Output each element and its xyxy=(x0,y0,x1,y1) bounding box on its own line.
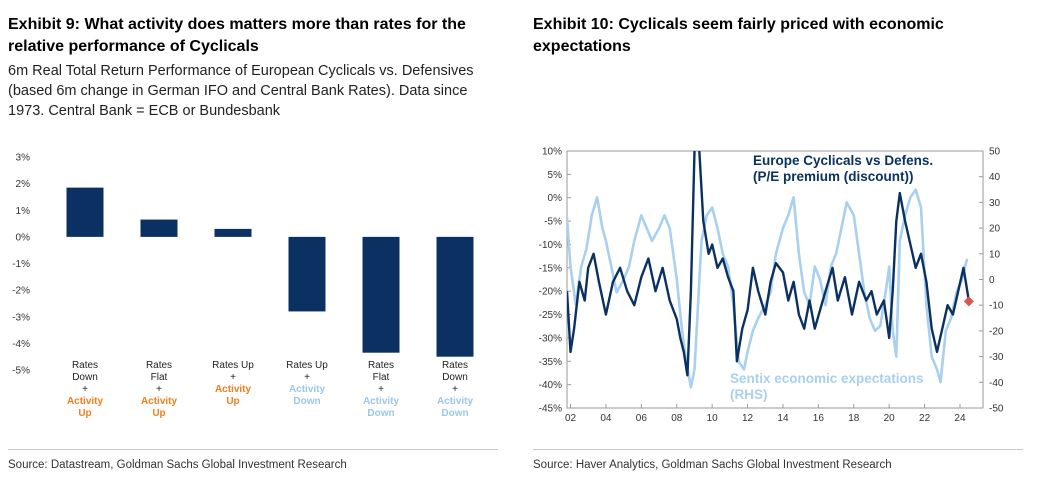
bar-category-rates-label: Flat xyxy=(151,372,168,383)
line-plot-frame xyxy=(566,150,984,409)
cyclicals-series-label: Europe Cyclicals vs Defens. xyxy=(753,153,933,168)
bar xyxy=(214,228,252,237)
bar-category-rates-label: Flat xyxy=(373,372,390,383)
right-axis-tick-label: 20 xyxy=(989,224,1001,235)
bar xyxy=(288,236,326,312)
bar-category-rates-label: Rates xyxy=(368,360,394,371)
bar-y-tick-label: 2% xyxy=(16,179,31,190)
x-axis-tick-label: 22 xyxy=(919,413,931,424)
exhibit-9-bar-chart: 3%2%1%0%-1%-2%-3%-4%-5% RatesDown+Activit… xyxy=(12,153,474,419)
sentix-series-sublabel: (RHS) xyxy=(730,387,768,402)
left-axis-tick-label: -5% xyxy=(544,217,562,228)
bar-category-rates-label: + xyxy=(304,372,310,383)
bar xyxy=(66,187,104,237)
bar-category-rates-label: Rates Up xyxy=(286,360,328,371)
bar-category-activity-label: Up xyxy=(152,408,165,419)
bar-category-activity-label: Down xyxy=(293,396,320,407)
bar-category-rates-label: + xyxy=(156,384,162,395)
left-axis-tick-label: 10% xyxy=(542,147,562,158)
bar-category-rates-label: + xyxy=(82,384,88,395)
x-axis-tick-label: 20 xyxy=(884,413,896,424)
right-axis-tick-label: 10 xyxy=(989,249,1001,260)
exhibit-10-divider xyxy=(533,449,1023,450)
exhibit-10-panel: Exhibit 10: Cyclicals seem fairly priced… xyxy=(530,0,1039,490)
x-axis-tick-label: 12 xyxy=(742,413,754,424)
bar-y-tick-label: -3% xyxy=(12,312,30,323)
left-axis-tick-label: -45% xyxy=(539,404,562,415)
bar-category-rates-label: Down xyxy=(442,372,468,383)
bar-category-activity-label: Activity xyxy=(437,396,474,407)
cyclicals-series-sublabel: (P/E premium (discount)) xyxy=(753,169,914,184)
left-axis-tick-label: -25% xyxy=(539,310,562,321)
bar-category-rates-label: Down xyxy=(72,372,98,383)
bar-y-tick-label: -4% xyxy=(12,339,30,350)
left-axis-tick-label: 0% xyxy=(548,193,563,204)
bar-category-activity-label: Down xyxy=(441,408,468,419)
bar xyxy=(436,236,474,357)
x-axis-tick-label: 24 xyxy=(954,413,966,424)
bar-category-rates-label: + xyxy=(230,372,236,383)
exhibit-10-title: Exhibit 10: Cyclicals seem fairly priced… xyxy=(533,16,944,55)
right-axis-tick-label: -10 xyxy=(989,301,1004,312)
bar xyxy=(362,236,400,353)
bar-category-activity-label: Activity xyxy=(67,396,104,407)
exhibit-9-title: Exhibit 9: What activity does matters mo… xyxy=(8,16,466,55)
x-axis-tick-label: 14 xyxy=(777,413,789,424)
x-axis-tick-label: 06 xyxy=(636,413,648,424)
exhibit-10-source: Source: Haver Analytics, Goldman Sachs G… xyxy=(533,459,892,471)
right-axis-tick-label: 0 xyxy=(989,275,995,286)
left-axis-tick-label: -20% xyxy=(539,287,562,298)
x-axis-tick-label: 02 xyxy=(565,413,577,424)
bar-y-tick-label: 3% xyxy=(16,153,31,164)
bar-category-rates-label: + xyxy=(452,384,458,395)
bar-category-rates-label: Rates Up xyxy=(212,360,254,371)
left-axis-tick-label: -15% xyxy=(539,263,562,274)
x-axis-tick-label: 04 xyxy=(600,413,612,424)
exhibit-9-panel: Exhibit 9: What activity does matters mo… xyxy=(0,0,510,490)
bar-category-activity-label: Activity xyxy=(289,384,326,395)
left-axis-tick-label: -10% xyxy=(539,240,562,251)
exhibit-9-divider xyxy=(8,449,498,450)
cyclicals-pe-premium-line xyxy=(567,151,970,377)
exhibit-9-source: Source: Datastream, Goldman Sachs Global… xyxy=(8,459,347,471)
left-axis-tick-label: -40% xyxy=(539,380,562,391)
bar xyxy=(140,219,178,237)
exhibit-9-subtitle: 6m Real Total Return Performance of Euro… xyxy=(8,63,474,119)
latest-value-marker xyxy=(963,296,974,307)
bar-category-activity-label: Activity xyxy=(363,396,400,407)
bar-category-activity-label: Down xyxy=(367,408,394,419)
x-axis-tick-label: 08 xyxy=(671,413,683,424)
bar-category-rates-label: Rates xyxy=(442,360,468,371)
right-axis-tick-label: -50 xyxy=(989,404,1004,415)
right-axis-tick-label: 40 xyxy=(989,172,1001,183)
bar-category-rates-label: Rates xyxy=(146,360,172,371)
bar-category-activity-label: Activity xyxy=(215,384,252,395)
left-axis-tick-label: -30% xyxy=(539,333,562,344)
bar-y-tick-label: 0% xyxy=(16,232,31,243)
bar-category-rates-label: Rates xyxy=(72,360,98,371)
bar-y-tick-label: 1% xyxy=(16,206,31,217)
sentix-series-label: Sentix economic expectations xyxy=(730,371,924,386)
x-axis-tick-label: 10 xyxy=(707,413,719,424)
left-axis-tick-label: 5% xyxy=(548,170,563,181)
bar-y-tick-label: -1% xyxy=(12,259,30,270)
right-axis-tick-label: -20 xyxy=(989,326,1004,337)
right-axis-tick-label: -40 xyxy=(989,378,1004,389)
right-axis-tick-label: 50 xyxy=(989,147,1001,158)
right-axis-tick-label: -30 xyxy=(989,352,1004,363)
bar-category-activity-label: Up xyxy=(78,408,91,419)
exhibit-10-line-chart: 10% 5% 0% -5% -10% -15% -20% -25% -30% -35% -40% -4… xyxy=(539,147,1004,425)
bar-y-tick-label: -5% xyxy=(12,366,30,377)
x-axis-tick-label: 16 xyxy=(813,413,825,424)
bar-category-activity-label: Activity xyxy=(141,396,178,407)
right-axis-tick-label: 30 xyxy=(989,198,1001,209)
x-axis-tick-label: 18 xyxy=(848,413,860,424)
left-axis-tick-label: -35% xyxy=(539,357,562,368)
bar-y-tick-label: -2% xyxy=(12,286,30,297)
bar-category-activity-label: Up xyxy=(226,396,239,407)
bar-category-rates-label: + xyxy=(378,384,384,395)
